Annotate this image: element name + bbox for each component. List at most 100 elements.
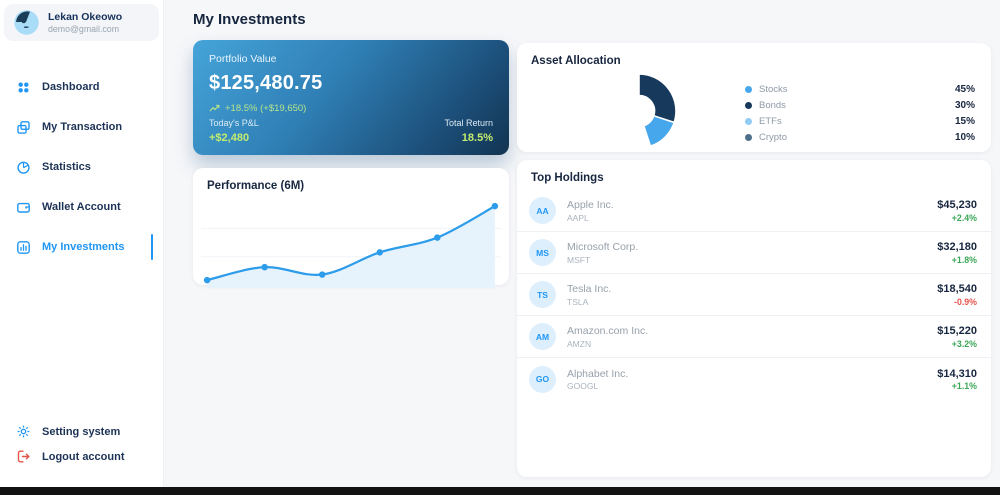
holding-ticker: TSLA: [567, 296, 589, 307]
total-return-value: 18.5%: [461, 132, 493, 144]
wallet-icon: [16, 200, 31, 215]
bottom-taskbar-edge: [0, 487, 1000, 495]
holding-avatar: GO: [529, 365, 556, 393]
sidebar-footer: Setting system Logout account: [0, 419, 163, 469]
legend-row-stocks: Stocks 45%: [745, 81, 975, 97]
asset-allocation-donut-chart: [638, 73, 677, 147]
user-name: Lekan Okeowo: [48, 10, 123, 23]
asset-allocation-body: Stocks 45% Bonds 30% ETFs 15%: [517, 67, 991, 152]
holding-change: +1.8%: [951, 254, 977, 265]
legend-label: Crypto: [759, 131, 787, 143]
user-profile[interactable]: Lekan Okeowo demo@gmail.com: [4, 4, 159, 41]
page-title: My Investments: [193, 11, 306, 28]
holding-name: Amazon.com Inc.: [567, 325, 649, 338]
legend-row-crypto: Crypto 10%: [745, 129, 975, 145]
total-return-label: Total Return: [444, 118, 493, 128]
sidebar-item-dashboard[interactable]: Dashboard: [0, 67, 163, 107]
logout-icon: [16, 449, 31, 464]
holding-name: Tesla Inc.: [567, 283, 612, 296]
sidebar-item-my-investments[interactable]: My Investments: [0, 227, 163, 267]
holding-value: $15,220: [937, 325, 977, 338]
performance-line-chart: [201, 202, 501, 289]
holding-row-tsla[interactable]: TS Tesla Inc. TSLA $18,540 -0.9%: [517, 274, 991, 316]
portfolio-change: +18.5% (+$19,650): [209, 103, 493, 114]
performance-point-5: [434, 234, 441, 241]
holding-name: Alphabet Inc.: [567, 367, 629, 380]
legend-label: ETFs: [759, 115, 782, 127]
holding-value: $14,310: [937, 367, 977, 380]
holding-row-googl[interactable]: GO Alphabet Inc. GOOGL $14,310 +1.1%: [517, 358, 991, 400]
top-holdings-card: Top Holdings AA Apple Inc. AAPL $45,230 …: [517, 160, 991, 477]
legend-row-etfs: ETFs 15%: [745, 113, 975, 129]
holding-avatar: TS: [529, 281, 556, 308]
donut-segment-bonds: [638, 73, 677, 124]
sidebar-item-statistics[interactable]: Statistics: [0, 147, 163, 187]
holding-value: $32,180: [937, 241, 977, 254]
holding-ticker: MSFT: [567, 254, 591, 265]
holding-row-msft[interactable]: MS Microsoft Corp. MSFT $32,180 +1.8%: [517, 232, 991, 274]
sidebar-item-label: My Transaction: [42, 121, 123, 133]
holding-change: +1.1%: [951, 381, 977, 392]
asset-allocation-card: Asset Allocation Stocks 45% Bonds 30%: [517, 43, 991, 152]
performance-area-fill: [207, 206, 495, 289]
main-content: My Investments Portfolio Value $125,480.…: [165, 0, 1000, 487]
sidebar-item-wallet-account[interactable]: Wallet Account: [0, 187, 163, 227]
sidebar-item-label: Logout account: [42, 450, 125, 463]
portfolio-value-amount: $125,480.75: [209, 72, 323, 94]
portfolio-change-text: +18.5% (+$19,650): [225, 103, 307, 114]
sidebar-item-label: Dashboard: [42, 81, 100, 93]
performance-title: Performance (6M): [207, 180, 305, 192]
transaction-icon: [16, 120, 31, 135]
legend-label: Bonds: [759, 99, 786, 111]
legend-dot: [745, 85, 752, 93]
legend-pct: 10%: [954, 131, 975, 143]
sidebar-item-logout[interactable]: Logout account: [0, 444, 163, 469]
holding-ticker: AMZN: [567, 338, 592, 349]
portfolio-card-footer: Today's P&L +$2,480 Total Return 18.5%: [209, 118, 493, 144]
holding-avatar: AA: [529, 197, 556, 224]
holding-row-aapl[interactable]: AA Apple Inc. AAPL $45,230 +2.4%: [517, 190, 991, 232]
legend-label: Stocks: [759, 83, 788, 95]
holding-ticker: AAPL: [567, 212, 589, 223]
holding-change: +3.2%: [951, 338, 977, 349]
dashboard-icon: [16, 80, 31, 95]
legend-pct: 30%: [954, 99, 975, 111]
holdings-list: AA Apple Inc. AAPL $45,230 +2.4% MS Micr…: [517, 190, 991, 400]
legend-dot: [745, 133, 752, 141]
performance-point-1: [203, 276, 211, 284]
user-email: demo@gmail.com: [48, 24, 120, 35]
holding-avatar: MS: [529, 239, 556, 266]
holding-row-amzn[interactable]: AM Amazon.com Inc. AMZN $15,220 +3.2%: [517, 316, 991, 358]
performance-line: [205, 205, 496, 282]
performance-point-4: [376, 249, 384, 256]
legend-pct: 45%: [954, 83, 975, 95]
sidebar-item-label: Setting system: [42, 425, 121, 438]
portfolio-value-card: Portfolio Value $125,480.75 +18.5% (+$19…: [193, 40, 509, 155]
holding-name: Apple Inc.: [567, 199, 614, 212]
trending-up-icon: [209, 104, 220, 113]
sidebar-item-my-transaction[interactable]: My Transaction: [0, 107, 163, 147]
gear-icon: [16, 424, 31, 439]
holding-ticker: GOOGL: [567, 381, 599, 392]
user-avatar: [13, 9, 40, 36]
performance-point-2: [261, 263, 268, 271]
sidebar-item-settings[interactable]: Setting system: [0, 419, 163, 444]
legend-row-bonds: Bonds 30%: [745, 97, 975, 113]
sidebar-nav: Dashboard My Transaction: [0, 67, 163, 267]
sidebar-item-label: Statistics: [42, 161, 91, 173]
asset-allocation-title: Asset Allocation: [531, 55, 621, 67]
portfolio-value-label: Portfolio Value: [209, 53, 277, 65]
pie-chart-icon: [16, 160, 31, 175]
todays-pnl-label: Today's P&L: [209, 118, 259, 128]
holding-value: $45,230: [937, 199, 977, 212]
legend-pct: 15%: [954, 115, 975, 127]
bar-chart-icon: [16, 240, 31, 255]
performance-point-6: [491, 202, 499, 210]
sidebar: Lekan Okeowo demo@gmail.com Dashboard: [0, 0, 164, 487]
holding-avatar: AM: [529, 323, 556, 350]
top-holdings-title: Top Holdings: [531, 172, 604, 184]
holding-value: $18,540: [937, 283, 977, 296]
holding-name: Microsoft Corp.: [567, 241, 639, 254]
legend-dot: [745, 117, 752, 125]
